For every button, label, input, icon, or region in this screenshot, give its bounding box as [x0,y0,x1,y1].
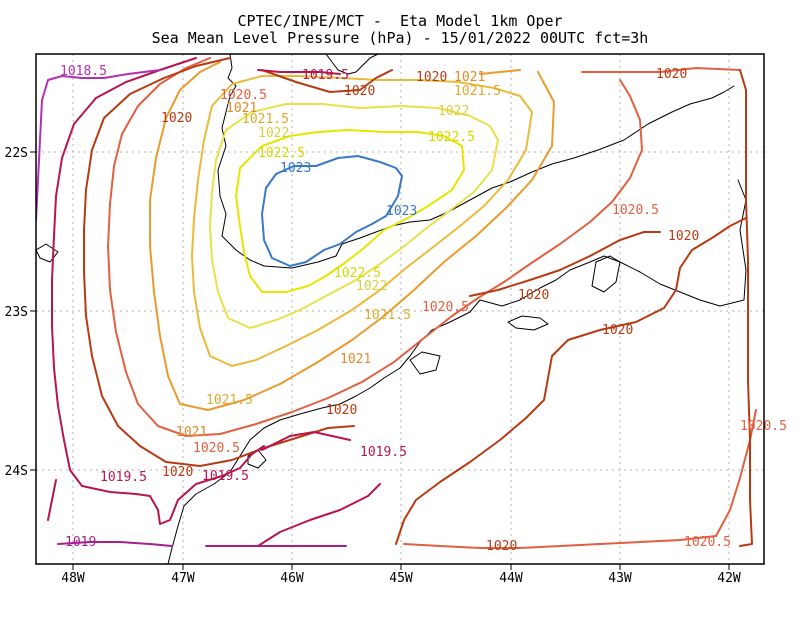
contour-label: 1020 [602,323,633,338]
lon-tick-labels: 48W 47W 46W 45W 44W 43W 42W [61,571,741,586]
contour-label: 1022.5 [334,266,381,281]
contour-label: 1020 [326,403,357,418]
contour-label: 1020.5 [612,203,659,218]
contour-label: 1020 [668,229,699,244]
isobar-1019.5 [51,57,265,525]
lon-tick-label: 43W [608,571,632,586]
chart-title-line2: Sea Mean Level Pressure (hPa) - 15/01/20… [151,29,649,47]
isobar-1020.5-west [107,57,643,437]
isobar-1021.5 [191,75,533,367]
contour-label: 1020 [486,539,517,554]
contour-label: 1022 [258,126,289,141]
contour-label: 1021 [340,352,371,367]
contour-labels: 1023 1023 1022.5 1022.5 1022.5 1022 1022… [60,64,787,554]
contour-label: 1022.5 [428,130,475,145]
contour-label: 1021.5 [364,308,411,323]
isobar-1023 [261,155,403,267]
contour-label: 1020 [344,84,375,99]
plot-frame [35,53,765,565]
contour-label: 1022 [438,104,469,119]
contour-label: 1021.5 [454,84,501,99]
isobar-1022 [209,103,499,329]
lat-tick-labels: 22S 23S 24S [5,146,28,479]
contour-label: 1020 [518,288,549,303]
contour-label: 1019.5 [360,445,407,460]
contour-label: 1021 [454,70,485,85]
contour-label: 1021 [226,101,257,116]
tick-marks [30,151,730,570]
contour-label: 1023 [280,161,311,176]
chart-title-line1: CPTEC/INPE/MCT - Eta Model 1km Oper [237,12,563,30]
contour-label: 1021 [176,425,207,440]
contour-label: 1020 [161,111,192,126]
contour-label: 1020 [162,465,193,480]
isobar-1020-east [395,217,747,545]
contour-label: 1020 [656,67,687,82]
contour-label: 1021.5 [242,112,289,127]
isobar-1022.5 [235,129,465,293]
isobar-1019 [57,541,173,547]
lat-tick-label: 22S [5,146,28,161]
lon-tick-label: 45W [389,571,413,586]
contour-label: 1018.5 [60,64,107,79]
contour-label: 1019 [65,535,96,550]
contour-label: 1022.5 [258,146,305,161]
contour-label: 1019.5 [202,469,249,484]
isobar-1021 [149,61,555,411]
contour-label: 1020.5 [422,300,469,315]
contour-label: 1023 [386,204,417,219]
isobar-1018.5 [36,69,161,221]
lon-tick-label: 44W [499,571,523,586]
lon-tick-label: 46W [280,571,304,586]
lon-tick-label: 47W [171,571,195,586]
isobar-1020.5-east [581,67,741,73]
contour-label: 1020.5 [684,535,731,550]
contour-label: 1019.5 [100,470,147,485]
lat-tick-label: 23S [5,305,28,320]
contour-label: 1022 [356,279,387,294]
lon-tick-label: 42W [717,571,741,586]
contour-label: 1021.5 [206,393,253,408]
lat-tick-label: 24S [5,464,28,479]
contour-label: 1020 [416,70,447,85]
contour-label: 1020.5 [220,88,267,103]
contour-label: 1019.5 [302,68,349,83]
lon-tick-label: 48W [61,571,85,586]
contour-label: 1020.5 [193,441,240,456]
